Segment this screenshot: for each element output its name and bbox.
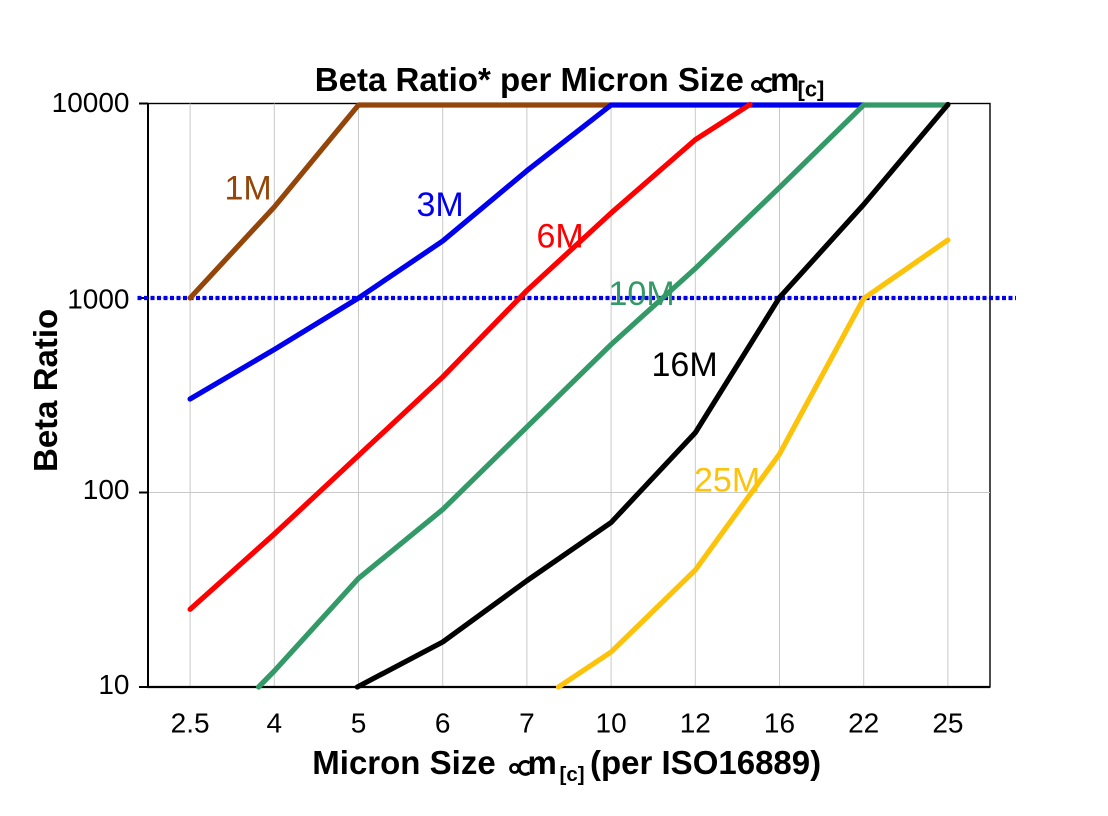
- svg-text:100: 100: [83, 474, 130, 505]
- svg-text:7: 7: [519, 708, 535, 739]
- svg-text:16: 16: [764, 708, 795, 739]
- svg-text:12: 12: [680, 708, 711, 739]
- svg-text:25M: 25M: [694, 462, 760, 500]
- svg-text:Micron Size: Micron Size: [312, 744, 495, 781]
- svg-text:Beta Ratio: Beta Ratio: [27, 309, 64, 472]
- svg-text:22: 22: [848, 708, 879, 739]
- svg-text:m: m: [528, 744, 557, 781]
- svg-text:2.5: 2.5: [171, 708, 210, 739]
- svg-text:[c]: [c]: [560, 763, 585, 786]
- svg-text:10: 10: [596, 708, 627, 739]
- svg-text:25: 25: [932, 708, 963, 739]
- svg-text:(per ISO16889): (per ISO16889): [590, 744, 821, 781]
- svg-text:m: m: [770, 61, 799, 98]
- svg-text:4: 4: [267, 708, 283, 739]
- svg-text:6: 6: [435, 708, 451, 739]
- svg-text:3M: 3M: [417, 186, 464, 224]
- svg-text:10: 10: [98, 669, 129, 700]
- svg-text:5: 5: [351, 708, 367, 739]
- svg-text:1M: 1M: [225, 170, 272, 208]
- svg-text:10000: 10000: [52, 87, 130, 118]
- svg-text:6M: 6M: [537, 218, 584, 256]
- svg-text:16M: 16M: [652, 346, 718, 384]
- svg-text:[c]: [c]: [798, 77, 825, 102]
- svg-text:Beta Ratio* per Micron Size: Beta Ratio* per Micron Size: [315, 61, 744, 98]
- svg-text:1000: 1000: [67, 284, 129, 315]
- svg-text:10M: 10M: [609, 275, 675, 313]
